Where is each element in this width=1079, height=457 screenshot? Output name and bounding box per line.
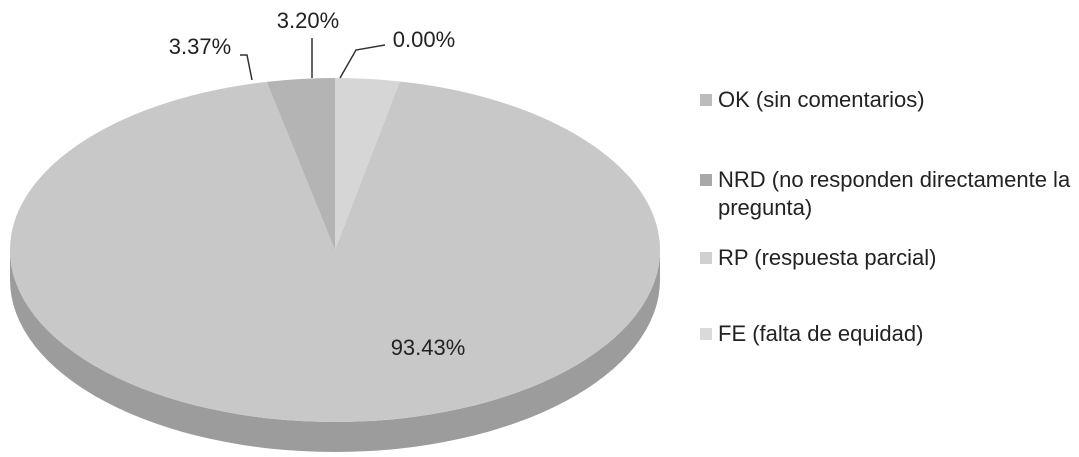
- data-label-rp: 3.20%: [277, 8, 339, 33]
- legend-item-nrd: NRD (no responden directamente la pregun…: [700, 166, 1075, 222]
- legend-label-rp: RP (respuesta parcial): [718, 245, 937, 270]
- data-label-nrd: 3.37%: [169, 34, 231, 59]
- pie-slice-nrd: [266, 78, 335, 250]
- legend-swatch-rp: [700, 252, 712, 264]
- pie-slice-rp: [335, 78, 400, 250]
- legend-swatch-fe: [700, 328, 712, 340]
- legend-label-ok: OK (sin comentarios): [718, 87, 925, 112]
- legend-item-fe: FE (falta de equidad): [700, 320, 923, 348]
- pie-slice-ok: [10, 81, 661, 423]
- leader-line-fe: [339, 44, 386, 79]
- data-label-fe: 0.00%: [393, 27, 455, 52]
- legend-swatch-ok: [700, 94, 712, 106]
- legend-label-nrd: NRD (no responden directamente la pregun…: [718, 167, 1071, 220]
- legend-label-fe: FE (falta de equidad): [718, 321, 924, 346]
- legend-swatch-nrd: [700, 174, 712, 186]
- legend-item-rp: RP (respuesta parcial): [700, 244, 936, 272]
- data-label-ok: 93.43%: [391, 335, 466, 360]
- leader-line-nrd: [240, 54, 253, 81]
- legend-item-ok: OK (sin comentarios): [700, 86, 925, 114]
- pie-side-ok: [10, 250, 660, 452]
